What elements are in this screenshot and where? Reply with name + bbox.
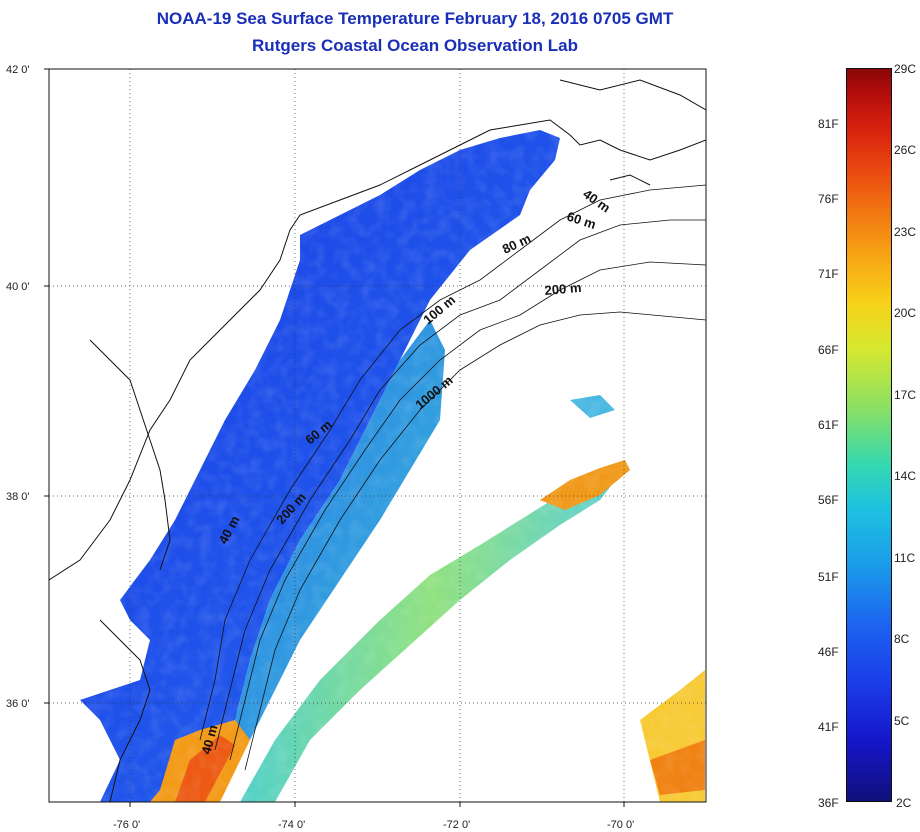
colorbar-label-c: 26C <box>894 143 917 157</box>
colorbar-label-c: 8C <box>894 632 910 646</box>
lon-tick-label: -72 0' <box>443 819 470 831</box>
lon-tick-label: -76 0' <box>113 819 140 831</box>
lat-tick-label: 40 0' <box>6 281 30 293</box>
map-frame <box>48 68 707 803</box>
lat-tick-label: 36 0' <box>6 698 30 710</box>
contour-60m <box>214 219 706 751</box>
colorbar-label-f: 61F <box>818 418 839 432</box>
contour-label: 40 m <box>198 723 220 756</box>
temperature-colorbar <box>846 68 892 802</box>
colorbar-label-f: 81F <box>818 117 839 131</box>
contour-40m <box>199 184 706 741</box>
map-subtitle: Rutgers Coastal Ocean Observation Lab <box>252 36 578 55</box>
colorbar-label-c: 5C <box>894 714 910 728</box>
contour-label: 200 m <box>544 280 582 298</box>
coastline <box>49 119 706 581</box>
lat-tick-label: 42 0' <box>6 64 30 76</box>
colorbar-label-f: 66F <box>818 343 839 357</box>
contour-1000m <box>244 311 706 771</box>
colorbar-label-f: 36F <box>818 796 839 810</box>
colorbar-label-c: 23C <box>894 225 917 239</box>
colorbar-label-f: 56F <box>818 493 839 507</box>
colorbar-label-c: 14C <box>894 469 917 483</box>
colorbar-label-c: 17C <box>894 388 917 402</box>
coastline-capecod <box>559 79 706 186</box>
map-title: NOAA-19 Sea Surface Temperature February… <box>156 9 674 28</box>
colorbar-label-c: 29C <box>894 62 917 76</box>
colorbar-label-c: 2C <box>896 796 912 810</box>
coastline-chesapeake <box>89 339 171 571</box>
graticule <box>49 69 706 802</box>
colorbar-label-f: 51F <box>818 570 839 584</box>
colorbar-label-f: 46F <box>818 645 839 659</box>
lon-tick-label: -74 0' <box>278 819 305 831</box>
coastline-carolina <box>99 619 151 802</box>
lon-tick-label: -70 0' <box>607 819 634 831</box>
lat-tick-label: 38 0' <box>6 491 30 503</box>
colorbar-label-c: 20C <box>894 306 917 320</box>
colorbar-label-f: 71F <box>818 267 839 281</box>
contour-200m <box>229 261 706 761</box>
colorbar-label-f: 41F <box>818 720 839 734</box>
colorbar-label-f: 76F <box>818 192 839 206</box>
colorbar-label-c: 11C <box>894 551 916 565</box>
